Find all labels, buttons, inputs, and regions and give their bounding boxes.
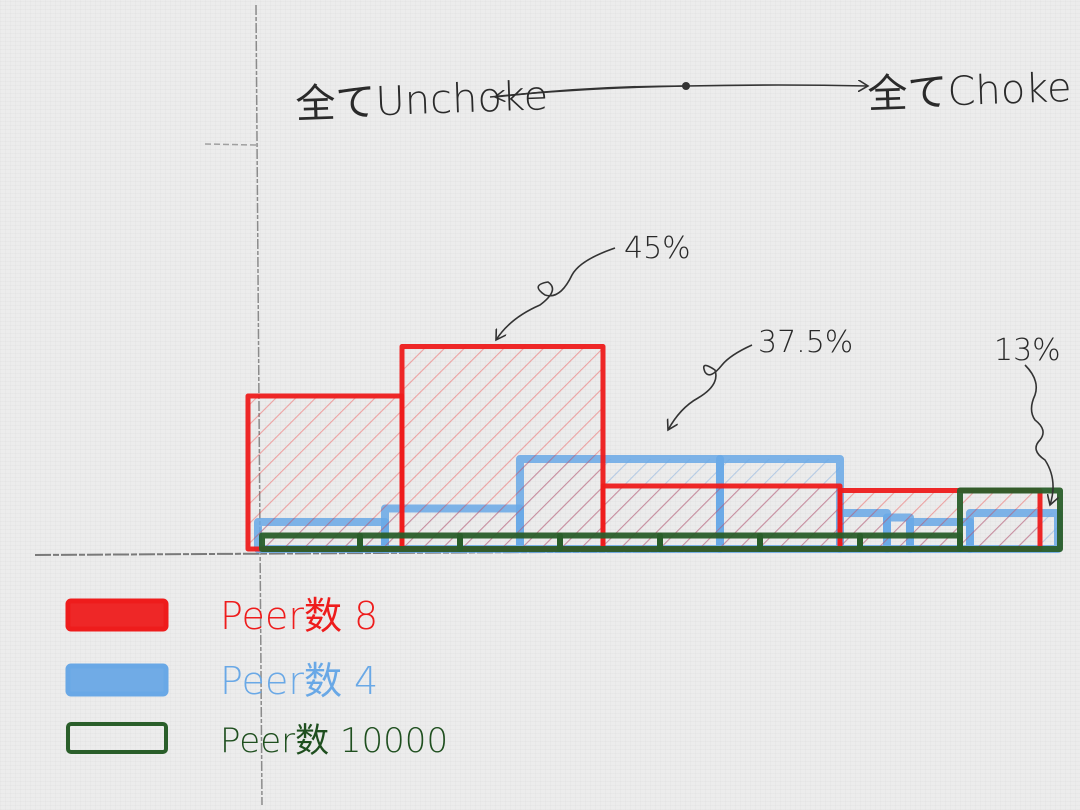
x-end-left-label: 全てUnchoke bbox=[295, 73, 549, 128]
legend-label: Peer数 4 bbox=[220, 659, 378, 703]
legend-swatch bbox=[65, 598, 169, 632]
annotation-label: 45% bbox=[624, 231, 691, 266]
y-axis-tick bbox=[204, 143, 257, 146]
bar-series0-bin1 bbox=[399, 344, 606, 552]
annotation-label: 37.5% bbox=[758, 325, 853, 360]
legend-swatch bbox=[65, 663, 169, 697]
bar-series0-bin2 bbox=[600, 483, 843, 552]
bar-series0-bin3 bbox=[837, 488, 1043, 552]
bar-series2-bin7 bbox=[957, 487, 1063, 552]
legend-swatch bbox=[66, 722, 168, 754]
annotation-label: 13% bbox=[994, 333, 1061, 368]
annotation-arrow bbox=[496, 247, 616, 340]
annotation-arrow bbox=[1024, 364, 1053, 505]
annotation-arrow bbox=[668, 344, 753, 430]
x-end-right-label: 全てChoke bbox=[867, 65, 1073, 118]
legend-label: Peer数 8 bbox=[220, 594, 378, 638]
range-arrow bbox=[489, 82, 868, 97]
bar-series0-bin0 bbox=[245, 393, 405, 552]
legend-label: Peer数 10000 bbox=[220, 721, 448, 761]
